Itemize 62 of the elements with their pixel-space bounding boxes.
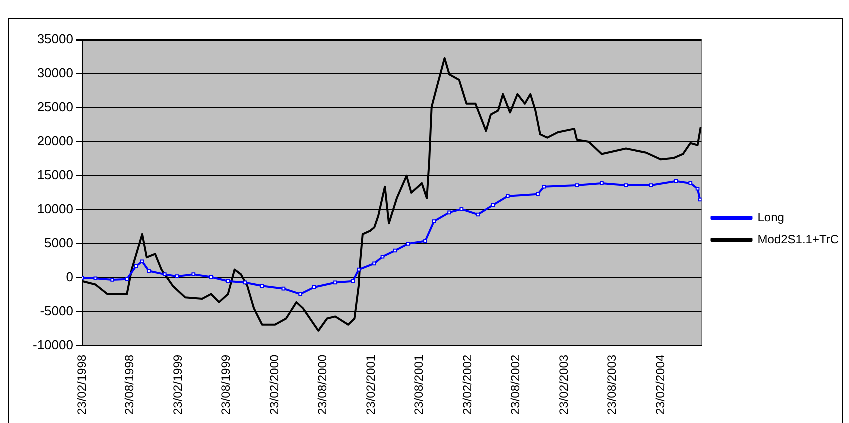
point xyxy=(226,279,230,284)
point xyxy=(406,242,410,246)
point xyxy=(649,184,654,188)
point xyxy=(134,264,138,268)
point xyxy=(244,280,248,285)
y-tick-label: 30000 xyxy=(37,66,74,81)
x-tick-label: 23/02/2002 xyxy=(460,354,475,416)
point xyxy=(600,182,604,186)
point xyxy=(110,278,114,282)
point xyxy=(298,292,303,296)
point xyxy=(491,203,496,208)
point xyxy=(312,286,316,290)
point xyxy=(432,220,436,224)
point xyxy=(624,184,628,188)
point xyxy=(380,254,385,259)
point xyxy=(209,275,214,280)
legend-label: Long xyxy=(758,210,784,224)
point xyxy=(125,277,130,282)
point xyxy=(536,192,540,196)
point xyxy=(575,184,580,188)
point xyxy=(448,210,452,215)
point xyxy=(394,248,398,253)
x-tick-label: 23/08/2003 xyxy=(604,354,619,416)
x-tick-label: 23/02/2004 xyxy=(653,354,668,416)
y-tick-label: 5000 xyxy=(44,236,74,251)
point xyxy=(542,184,546,189)
point xyxy=(94,276,98,281)
point xyxy=(696,186,700,191)
x-tick-label: 23/02/1999 xyxy=(171,354,186,416)
point xyxy=(351,279,356,284)
x-tick-label: 23/02/2001 xyxy=(364,354,378,416)
point xyxy=(476,212,480,217)
y-tick-label: -5000 xyxy=(40,304,74,319)
point xyxy=(506,194,510,198)
point xyxy=(698,198,702,202)
x-tick-label: 23/08/2002 xyxy=(508,354,522,416)
point xyxy=(260,284,264,288)
point xyxy=(372,262,376,266)
legend-label: Mod2S1.1+TrC xyxy=(758,232,840,246)
point xyxy=(424,239,428,244)
y-tick-label: -10000 xyxy=(32,338,74,353)
x-tick-label: 23/02/1998 xyxy=(74,354,89,416)
point xyxy=(147,269,151,274)
x-tick-label: 23/02/2000 xyxy=(268,354,282,416)
y-tick-label: 35000 xyxy=(37,32,74,47)
y-tick-label: 15000 xyxy=(37,168,74,183)
x-tick-label: 23/02/2003 xyxy=(557,354,571,416)
y-tick-label: 20000 xyxy=(37,134,74,149)
point xyxy=(334,280,338,285)
point xyxy=(688,182,693,186)
point xyxy=(162,272,167,276)
x-tick-label: 23/08/2001 xyxy=(412,354,426,416)
y-tick-label: 0 xyxy=(66,270,74,285)
point xyxy=(674,180,678,184)
point xyxy=(192,272,196,276)
point xyxy=(175,274,180,279)
point xyxy=(357,268,361,272)
x-tick-label: 23/08/1998 xyxy=(122,354,137,416)
x-tick-label: 23/08/1999 xyxy=(218,354,233,416)
y-tick-label: 25000 xyxy=(37,100,74,115)
x-tick-label: 23/08/2000 xyxy=(316,354,330,416)
y-tick-label: 10000 xyxy=(37,202,74,217)
